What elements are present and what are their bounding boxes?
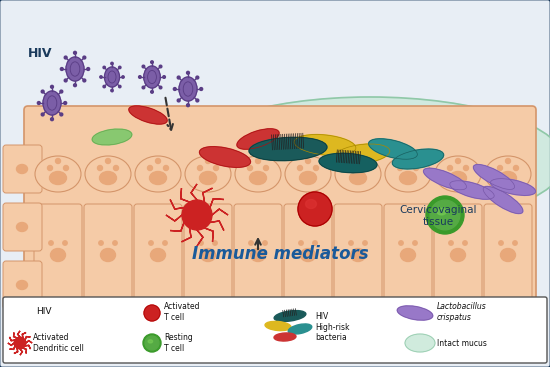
Text: HIV: HIV: [36, 308, 52, 316]
Circle shape: [186, 104, 189, 107]
Circle shape: [63, 241, 67, 245]
Circle shape: [147, 166, 152, 171]
Circle shape: [249, 241, 253, 245]
Circle shape: [103, 66, 106, 69]
Circle shape: [405, 159, 410, 164]
FancyBboxPatch shape: [84, 204, 132, 302]
Circle shape: [299, 241, 303, 245]
Circle shape: [182, 200, 212, 230]
Polygon shape: [182, 215, 197, 242]
Text: Resting
T cell: Resting T cell: [164, 333, 192, 353]
Circle shape: [399, 241, 403, 245]
FancyBboxPatch shape: [134, 204, 182, 302]
Circle shape: [298, 192, 332, 226]
Circle shape: [151, 61, 153, 63]
Ellipse shape: [148, 340, 153, 343]
Circle shape: [298, 166, 302, 171]
Circle shape: [464, 166, 469, 171]
Circle shape: [14, 337, 26, 349]
Ellipse shape: [500, 248, 515, 262]
Ellipse shape: [350, 248, 366, 262]
Circle shape: [51, 118, 53, 121]
Ellipse shape: [397, 306, 433, 320]
Text: HIV
High-risk
bacteria: HIV High-risk bacteria: [315, 312, 349, 342]
Ellipse shape: [237, 129, 279, 149]
FancyBboxPatch shape: [234, 204, 282, 302]
Circle shape: [513, 241, 517, 245]
Polygon shape: [191, 184, 197, 215]
Circle shape: [499, 241, 503, 245]
FancyBboxPatch shape: [284, 204, 332, 302]
Polygon shape: [170, 200, 197, 215]
Circle shape: [23, 323, 25, 325]
Ellipse shape: [175, 97, 550, 227]
Polygon shape: [20, 337, 30, 343]
Circle shape: [505, 159, 510, 164]
Circle shape: [51, 86, 53, 88]
Ellipse shape: [474, 164, 515, 189]
FancyBboxPatch shape: [3, 145, 42, 193]
Circle shape: [263, 166, 268, 171]
FancyBboxPatch shape: [3, 297, 547, 363]
Ellipse shape: [104, 67, 119, 87]
Circle shape: [74, 51, 76, 54]
Circle shape: [186, 71, 189, 74]
Ellipse shape: [179, 77, 197, 101]
Ellipse shape: [200, 171, 217, 185]
Circle shape: [160, 86, 162, 89]
FancyBboxPatch shape: [184, 204, 232, 302]
Circle shape: [199, 241, 203, 245]
Circle shape: [23, 301, 25, 303]
Circle shape: [349, 241, 353, 245]
FancyBboxPatch shape: [24, 106, 536, 309]
Ellipse shape: [18, 305, 30, 321]
FancyBboxPatch shape: [484, 204, 532, 302]
Ellipse shape: [201, 248, 216, 262]
Ellipse shape: [16, 164, 28, 174]
Circle shape: [139, 76, 141, 78]
Polygon shape: [197, 215, 224, 230]
Circle shape: [83, 56, 86, 59]
Circle shape: [119, 86, 121, 88]
Ellipse shape: [274, 333, 296, 341]
Ellipse shape: [100, 171, 117, 185]
Ellipse shape: [405, 334, 435, 352]
Ellipse shape: [35, 156, 81, 192]
Text: Activated
T cell: Activated T cell: [164, 302, 201, 322]
Ellipse shape: [300, 171, 316, 185]
Circle shape: [145, 336, 159, 350]
Circle shape: [122, 76, 124, 78]
Polygon shape: [197, 188, 212, 215]
Circle shape: [113, 166, 118, 171]
Circle shape: [156, 159, 161, 164]
FancyBboxPatch shape: [334, 204, 382, 302]
Circle shape: [263, 241, 267, 245]
Circle shape: [149, 241, 153, 245]
Circle shape: [398, 166, 403, 171]
Circle shape: [74, 84, 76, 87]
Circle shape: [498, 166, 503, 171]
Ellipse shape: [265, 321, 291, 331]
Ellipse shape: [450, 248, 465, 262]
Circle shape: [363, 241, 367, 245]
Circle shape: [41, 113, 44, 116]
Ellipse shape: [485, 156, 531, 192]
Circle shape: [103, 86, 106, 88]
Polygon shape: [9, 343, 20, 349]
Polygon shape: [20, 343, 26, 353]
Circle shape: [37, 102, 40, 105]
Polygon shape: [9, 337, 20, 343]
Text: Cervicovaginal
tissue: Cervicovaginal tissue: [399, 206, 477, 227]
Ellipse shape: [144, 66, 160, 88]
Circle shape: [463, 241, 467, 245]
Circle shape: [514, 166, 519, 171]
Circle shape: [64, 56, 67, 59]
Circle shape: [29, 304, 31, 306]
Circle shape: [60, 113, 63, 116]
Circle shape: [47, 166, 52, 171]
Ellipse shape: [66, 57, 84, 81]
Circle shape: [314, 166, 318, 171]
Ellipse shape: [249, 137, 327, 161]
Circle shape: [177, 99, 180, 102]
